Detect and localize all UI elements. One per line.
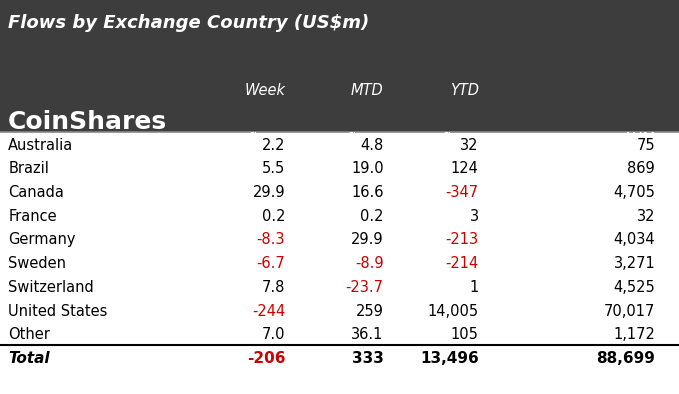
Text: 4,034: 4,034 bbox=[614, 232, 655, 247]
Text: flows: flows bbox=[247, 132, 285, 147]
Text: 75: 75 bbox=[637, 138, 655, 152]
Text: 29.9: 29.9 bbox=[253, 185, 285, 200]
Text: 7.0: 7.0 bbox=[261, 327, 285, 342]
Text: -214: -214 bbox=[445, 256, 479, 271]
Text: 19.0: 19.0 bbox=[351, 161, 384, 176]
Text: Week: Week bbox=[244, 83, 285, 98]
Text: 1,172: 1,172 bbox=[613, 327, 655, 342]
Text: Switzerland: Switzerland bbox=[8, 280, 94, 295]
Text: -8.3: -8.3 bbox=[257, 232, 285, 247]
Text: 105: 105 bbox=[451, 327, 479, 342]
Text: 88,699: 88,699 bbox=[596, 351, 655, 366]
Text: Germany: Germany bbox=[8, 232, 75, 247]
Text: 124: 124 bbox=[451, 161, 479, 176]
Text: 1: 1 bbox=[469, 280, 479, 295]
Text: 4,525: 4,525 bbox=[614, 280, 655, 295]
Text: Brazil: Brazil bbox=[8, 161, 49, 176]
Text: 4,705: 4,705 bbox=[613, 185, 655, 200]
Text: 5.5: 5.5 bbox=[262, 161, 285, 176]
Text: -23.7: -23.7 bbox=[346, 280, 384, 295]
Text: flows: flows bbox=[441, 132, 479, 147]
Text: 7.8: 7.8 bbox=[262, 280, 285, 295]
Text: 4.8: 4.8 bbox=[361, 138, 384, 152]
Text: 13,496: 13,496 bbox=[420, 351, 479, 366]
Text: France: France bbox=[8, 209, 57, 224]
Text: Total: Total bbox=[8, 351, 50, 366]
Text: AUM: AUM bbox=[622, 132, 655, 147]
Text: -347: -347 bbox=[445, 185, 479, 200]
Text: 0.2: 0.2 bbox=[360, 209, 384, 224]
Text: -244: -244 bbox=[252, 303, 285, 319]
Text: 16.6: 16.6 bbox=[351, 185, 384, 200]
Text: Sweden: Sweden bbox=[8, 256, 66, 271]
FancyBboxPatch shape bbox=[0, 0, 679, 132]
Text: -206: -206 bbox=[246, 351, 285, 366]
Text: -213: -213 bbox=[445, 232, 479, 247]
Text: Canada: Canada bbox=[8, 185, 64, 200]
Text: 32: 32 bbox=[637, 209, 655, 224]
Text: 869: 869 bbox=[627, 161, 655, 176]
Text: 14,005: 14,005 bbox=[428, 303, 479, 319]
Text: -6.7: -6.7 bbox=[257, 256, 285, 271]
Text: 0.2: 0.2 bbox=[261, 209, 285, 224]
Text: 32: 32 bbox=[460, 138, 479, 152]
Text: United States: United States bbox=[8, 303, 107, 319]
Text: YTD: YTD bbox=[449, 83, 479, 98]
Text: Australia: Australia bbox=[8, 138, 73, 152]
Text: 29.9: 29.9 bbox=[351, 232, 384, 247]
Text: 3: 3 bbox=[470, 209, 479, 224]
Text: Flows by Exchange Country (US$m): Flows by Exchange Country (US$m) bbox=[8, 14, 369, 32]
Text: 3,271: 3,271 bbox=[614, 256, 655, 271]
Text: 70,017: 70,017 bbox=[604, 303, 655, 319]
Text: Other: Other bbox=[8, 327, 50, 342]
Text: MTD: MTD bbox=[351, 83, 384, 98]
Text: flows: flows bbox=[346, 132, 384, 147]
Text: CoinShares: CoinShares bbox=[8, 110, 167, 134]
Text: -8.9: -8.9 bbox=[355, 256, 384, 271]
Text: 2.2: 2.2 bbox=[261, 138, 285, 152]
Text: 259: 259 bbox=[356, 303, 384, 319]
Text: 36.1: 36.1 bbox=[351, 327, 384, 342]
Text: 333: 333 bbox=[352, 351, 384, 366]
